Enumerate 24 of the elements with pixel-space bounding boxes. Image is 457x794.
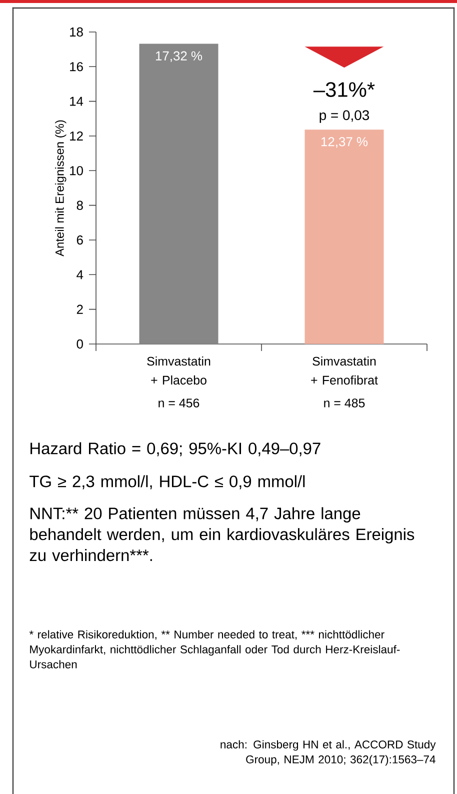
- y-tick-label: 4: [76, 270, 84, 280]
- y-tick-label: 16: [70, 62, 83, 72]
- y-tick-label: 14: [70, 96, 84, 106]
- y-axis-title: Anteil mit Ereignissen (%): [55, 120, 66, 256]
- annotation: p = 0,03: [320, 110, 370, 123]
- text: nach: Ginsberg HN et al., ACCORD Study Group, NEJM 2010; 362(17):1563–74: [220, 740, 436, 766]
- x-tick-label: Simvastatin + Placebo: [147, 356, 210, 385]
- text: n = 456: [158, 398, 200, 408]
- y-tick-label: 12: [70, 131, 83, 141]
- y-tick-label: 6: [76, 235, 83, 245]
- data-label: 12,37 %: [321, 137, 368, 148]
- x-tick-label: Simvastatin + Fenofibrat: [311, 356, 378, 385]
- y-tick-label: 10: [70, 166, 83, 176]
- text: Hazard Ratio = 0,69; 95%-KI 0,49–0,97: [30, 442, 320, 456]
- annotation: –31%*: [313, 82, 375, 97]
- y-tick-label: 2: [76, 304, 83, 314]
- y-tick-label: 18: [70, 27, 83, 37]
- text: n = 485: [324, 398, 365, 408]
- y-tick-label: 0: [76, 339, 83, 349]
- data-label: 17,32 %: [156, 51, 202, 62]
- text: NNT:** 20 Patienten müssen 4,7 Jahre lange behandelt werden, um ein kardiovaskuläres Ereignis zu verhindern***.: [30, 507, 414, 562]
- y-tick-label: 8: [76, 200, 83, 210]
- text: * relative Risikoreduktion, ** Number needed to treat, *** nichttödlicher Myokardinfarkt, nichttödlicher Schlaganfall oder Tod durch Herz-Kreislauf-Ursachen: [29, 630, 400, 668]
- text: TG ≥ 2,3 mmol/l, HDL-C ≤ 0,9 mmol/l: [30, 475, 305, 490]
